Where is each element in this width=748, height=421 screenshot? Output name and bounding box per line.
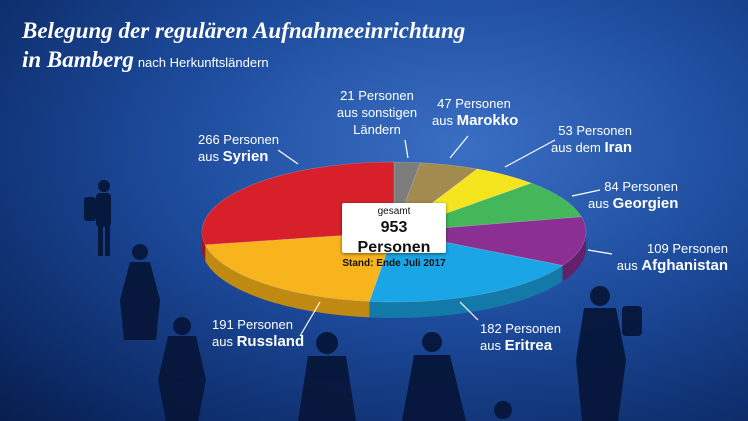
label-afghanistan: 109 Personen aus Afghanistan <box>600 240 728 274</box>
title-line-2-text: in Bamberg <box>22 47 134 72</box>
label-afghanistan-count: 109 Personen <box>647 241 728 256</box>
label-iran-country: Iran <box>604 139 632 156</box>
label-georgien-count: 84 Personen <box>604 179 678 194</box>
label-eritrea: 182 Personen aus Eritrea <box>480 320 580 354</box>
silhouette-woman-child <box>402 332 512 421</box>
title-line-2: in Bamberg nach Herkunftsländern <box>22 45 465 77</box>
total-date: Stand: Ende Juli 2017 <box>342 258 446 269</box>
leader-line-eritrea <box>459 301 479 321</box>
leader-line-georgien <box>571 189 601 197</box>
total-box: gesamt 953 Personen Stand: Ende Juli 201… <box>342 203 446 269</box>
total-caption: gesamt <box>377 206 411 217</box>
leader-line-sonstige <box>404 139 409 159</box>
chart-title: Belegung der regulären Aufnahmeeinrichtu… <box>22 16 465 77</box>
leader-line-marokko <box>449 135 469 159</box>
silhouette-woman-center <box>298 332 356 421</box>
total-value: 953 Personen <box>357 219 431 256</box>
label-russland-count: 191 Personen <box>212 317 293 332</box>
label-russland: 191 Personen aus Russland <box>212 316 322 350</box>
label-sonstige: 21 Personen aus sonstigen Ländern <box>332 87 422 138</box>
pie-side-eritrea <box>369 265 563 318</box>
label-eritrea-count: 182 Personen <box>480 321 561 336</box>
label-sonstige-line3: Ländern <box>353 122 401 137</box>
pie-side-syrien <box>202 232 206 261</box>
leader-line-syrien <box>277 149 299 165</box>
silhouette-man-center-left <box>158 317 206 421</box>
leader-line-iran <box>504 139 556 168</box>
label-afghanistan-prefix: aus <box>616 258 638 273</box>
label-iran-prefix: aus dem <box>550 140 601 155</box>
label-syrien: 266 Personen aus Syrien <box>198 131 298 165</box>
leader-lines <box>277 135 613 337</box>
label-syrien-count: 266 Personen <box>198 132 279 147</box>
silhouette-walker-left <box>84 180 111 256</box>
label-eritrea-country: Eritrea <box>504 337 553 354</box>
label-iran: 53 Personen aus dem Iran <box>528 122 632 156</box>
label-syrien-country: Syrien <box>222 148 269 165</box>
pie-side-afghanistan <box>562 232 586 282</box>
silhouette-man-right <box>576 286 642 421</box>
leader-line-russland <box>299 301 321 337</box>
label-afghanistan-country: Afghanistan <box>641 257 728 274</box>
label-russland-country: Russland <box>236 333 305 350</box>
label-marokko-prefix: aus <box>432 113 453 128</box>
leader-line-afghanistan <box>587 249 613 255</box>
pie-side-russland <box>205 244 370 318</box>
silhouette-woman-dress <box>120 244 160 340</box>
label-georgien: 84 Personen aus Georgien <box>588 178 678 212</box>
label-syrien-prefix: aus <box>198 149 219 164</box>
label-sonstige-count: 21 Personen <box>340 88 414 103</box>
label-sonstige-line2: aus sonstigen <box>336 105 418 120</box>
label-marokko: 47 Personen aus Marokko <box>432 95 519 129</box>
people-silhouettes <box>84 180 642 421</box>
label-georgien-country: Georgien <box>612 195 679 212</box>
label-marokko-count: 47 Personen <box>437 96 511 111</box>
label-marokko-country: Marokko <box>456 112 519 129</box>
chart-subtitle: nach Herkunftsländern <box>137 55 269 70</box>
label-georgien-prefix: aus <box>588 196 609 211</box>
label-eritrea-prefix: aus <box>480 338 501 353</box>
title-line-1: Belegung der regulären Aufnahmeeinrichtu… <box>22 18 466 43</box>
label-russland-prefix: aus <box>212 334 233 349</box>
label-iran-count: 53 Personen <box>558 123 632 138</box>
